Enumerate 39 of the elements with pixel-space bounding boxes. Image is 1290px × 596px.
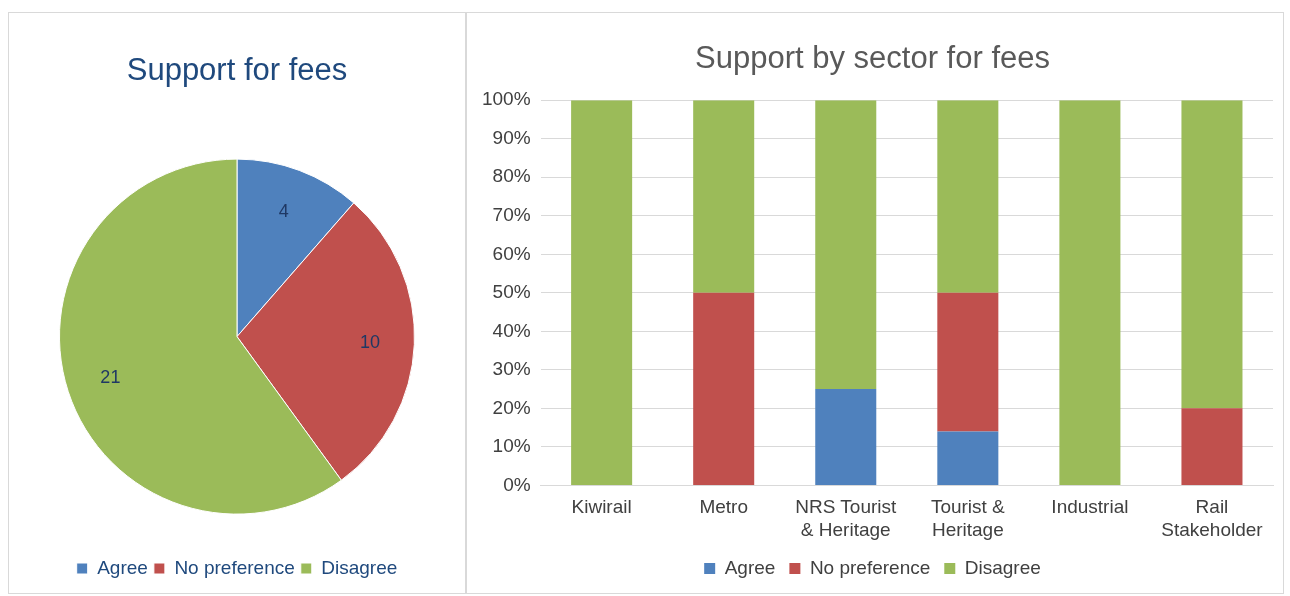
x-tick-label: Kiwirail: [571, 496, 632, 518]
x-tick-label: Tourist & Heritage: [930, 496, 1006, 540]
y-tick-label: 90%: [492, 126, 531, 148]
y-tick-label: 60%: [492, 242, 531, 264]
x-tick-label: Rail Stakeholder: [1161, 496, 1264, 540]
legend-label: Disagree: [321, 556, 398, 578]
data-label: 4: [278, 200, 289, 221]
bar: [693, 100, 755, 293]
legend-label: Agree: [97, 556, 148, 578]
y-tick-label: 50%: [492, 281, 531, 303]
legend-label: Disagree: [964, 556, 1041, 578]
chart-title: Support by sector for fees: [695, 40, 1050, 76]
data-label: 21: [100, 366, 121, 387]
bar: [937, 100, 999, 293]
bar: [815, 389, 877, 485]
legend-label: No preference: [809, 556, 931, 578]
y-tick-label: 0%: [503, 473, 531, 495]
legend-label: Agree: [724, 556, 776, 578]
x-tick-label: Metro: [699, 496, 748, 518]
legend-label: No preference: [174, 556, 295, 578]
bar: [1181, 408, 1243, 485]
bar: [937, 292, 999, 432]
y-tick-label: 70%: [492, 203, 531, 225]
x-tick-label: Industrial: [1051, 496, 1129, 518]
bar: [1059, 100, 1121, 485]
y-tick-label: 80%: [492, 165, 531, 187]
bar: [937, 431, 999, 485]
y-tick-label: 100%: [481, 88, 531, 110]
x-tick-label: NRS Tourist & Heritage: [795, 496, 897, 540]
bar: [1181, 100, 1243, 409]
y-tick-label: 40%: [492, 319, 531, 341]
bar: [815, 100, 877, 390]
chart-title: Support for fees: [126, 52, 348, 88]
y-tick-label: 20%: [492, 396, 531, 418]
y-tick-label: 10%: [492, 435, 531, 457]
y-tick-label: 30%: [492, 358, 531, 380]
bar: [571, 100, 633, 485]
bar: [693, 292, 755, 485]
data-label: 10: [359, 331, 381, 352]
